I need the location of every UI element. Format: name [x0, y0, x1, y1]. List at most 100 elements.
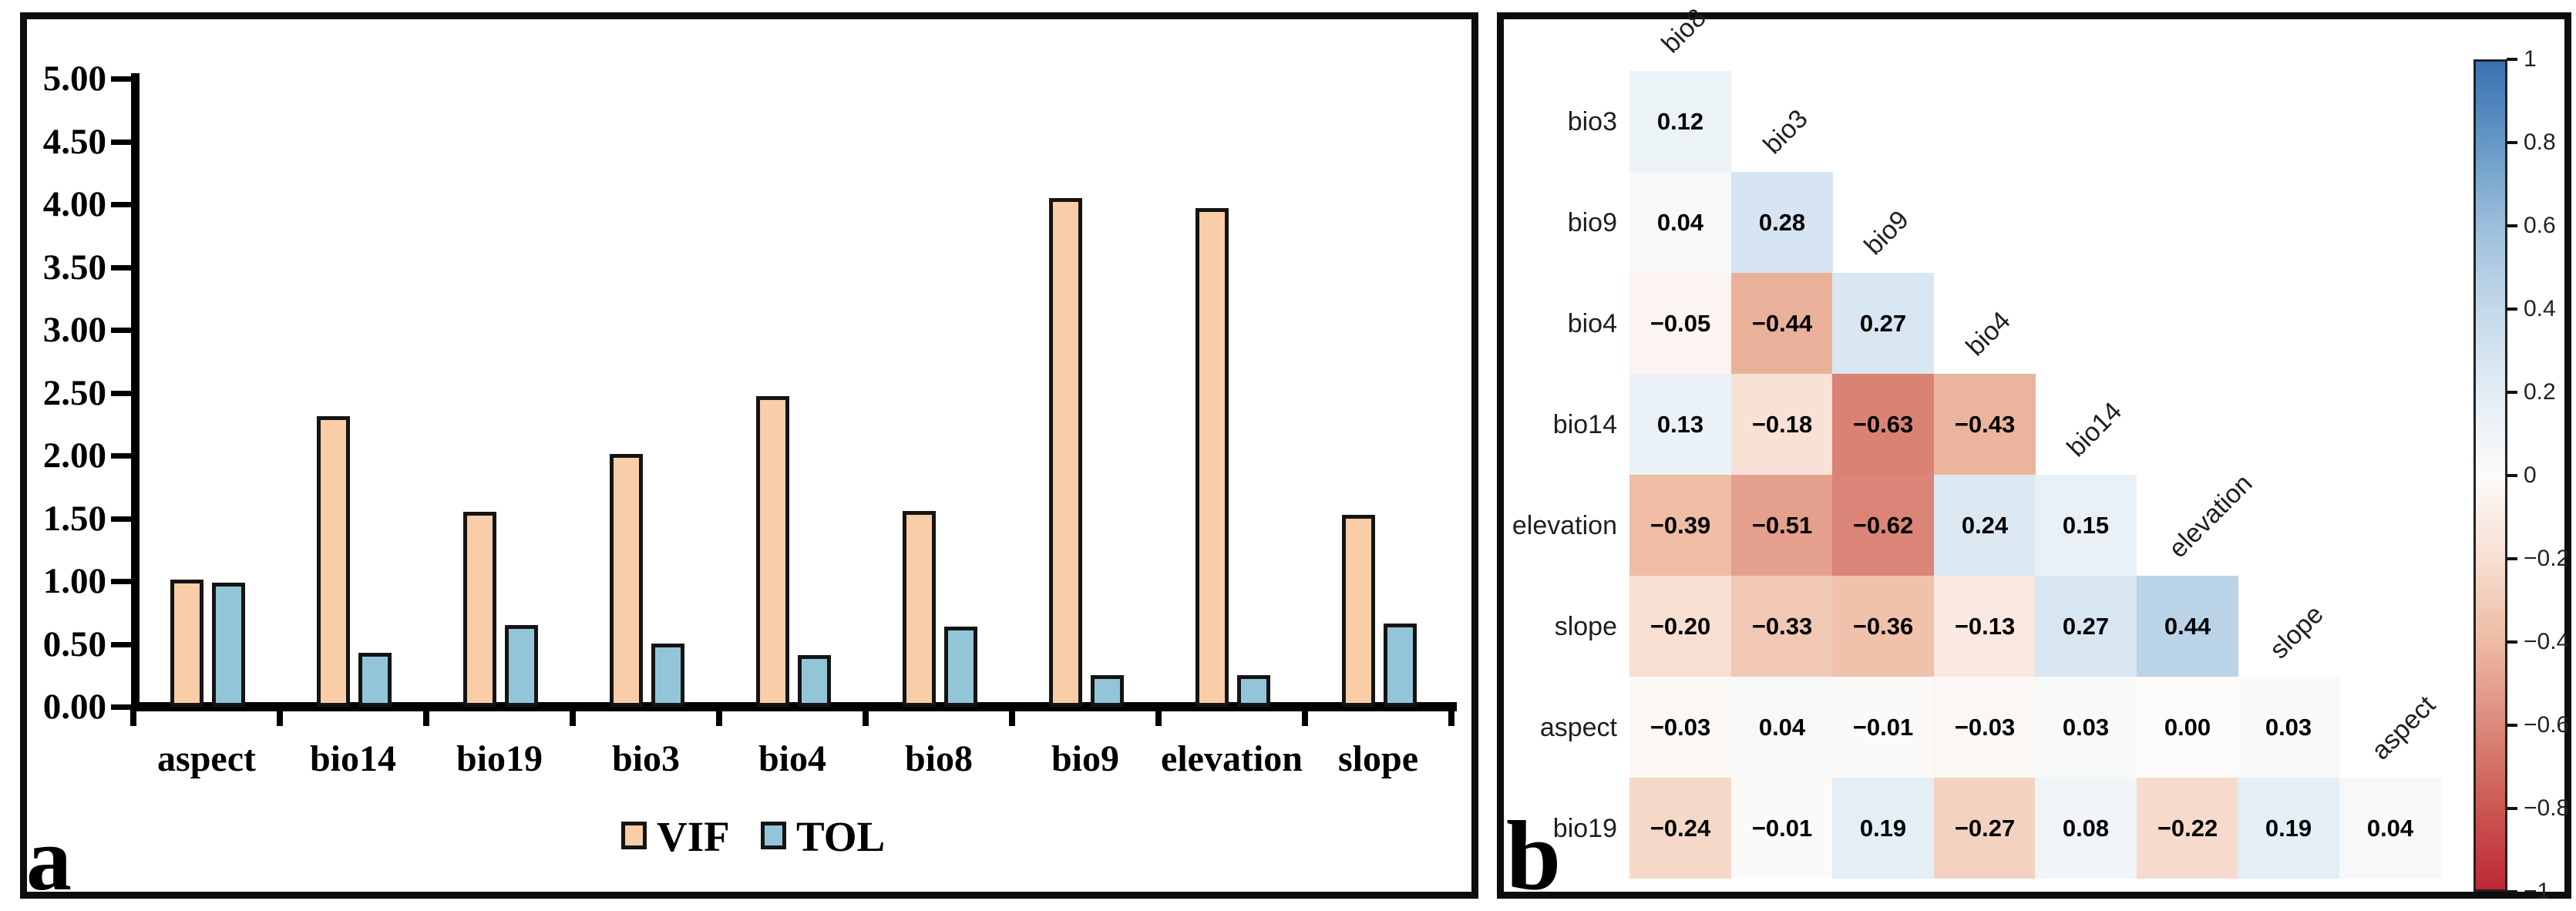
- heatmap-cell-value: −0.20: [1650, 613, 1711, 640]
- y-tick-mark: [111, 202, 132, 207]
- x-tick-mark: [863, 707, 869, 726]
- heatmap-cell: [1934, 576, 2036, 677]
- x-tick-mark: [1009, 707, 1015, 726]
- category-label: elevation: [1161, 738, 1303, 779]
- colorbar-tick-mark: [2507, 557, 2517, 560]
- heatmap-cell-value: 0.27: [1859, 310, 1907, 337]
- colorbar-tick-label: 0.2: [2524, 379, 2556, 405]
- heatmap-cell: [1629, 172, 1731, 273]
- category-label: bio19: [456, 738, 543, 779]
- heatmap-cell: [1629, 576, 1731, 677]
- tol-bar: [212, 583, 245, 707]
- heatmap-cell-value: 0.04: [2366, 815, 2414, 842]
- colorbar-tick-label: 0: [2524, 462, 2537, 488]
- category-label: bio14: [309, 738, 397, 779]
- y-tick-mark: [111, 390, 132, 396]
- heatmap-cell-value: −0.33: [1751, 613, 1813, 640]
- heatmap-cell: [1731, 576, 1833, 677]
- x-tick-mark: [1448, 707, 1454, 726]
- heatmap-cell-value: −0.03: [1954, 714, 2016, 741]
- category-label: bio4: [758, 738, 827, 779]
- panel-letter-a: a: [26, 808, 72, 909]
- x-tick-mark: [130, 707, 136, 726]
- heatmap-cell: [1629, 778, 1731, 879]
- y-tick-mark: [111, 641, 132, 647]
- heatmap-cell: [1731, 778, 1833, 879]
- y-tick-mark: [111, 76, 132, 82]
- heatmap-cell: [1832, 273, 1934, 374]
- heatmap-cell: [2137, 677, 2238, 778]
- heatmap-cell-value: −0.39: [1650, 512, 1711, 539]
- vif-bar: [170, 580, 203, 707]
- colorbar-tick-mark: [2507, 807, 2517, 810]
- heatmap-cell: [1832, 475, 1934, 576]
- colorbar-tick-mark: [2507, 890, 2517, 893]
- heatmap-row-label: bio4: [1567, 309, 1617, 338]
- heatmap-cell: [2238, 677, 2339, 778]
- colorbar-tick-label: −1: [2524, 879, 2551, 904]
- heatmap-cell: [2035, 778, 2137, 879]
- heatmap-cell: [2339, 778, 2441, 879]
- colorbar-tick-label: −0.6: [2524, 712, 2570, 738]
- heatmap-cell-value: 0.24: [1961, 512, 2009, 539]
- colorbar-tick-mark: [2507, 141, 2517, 144]
- heatmap-cell: [2137, 778, 2238, 879]
- heatmap-cell: [1832, 374, 1934, 475]
- vif-bar: [1342, 515, 1375, 707]
- x-tick-mark: [1155, 707, 1162, 726]
- vif-bar: [610, 454, 643, 707]
- heatmap-cell-value: −0.01: [1751, 815, 1813, 842]
- colorbar-tick-label: 0.6: [2524, 213, 2556, 238]
- heatmap-cell-value: −0.01: [1852, 714, 1914, 741]
- heatmap-row-label: aspect: [1539, 713, 1617, 742]
- heatmap-row-label: elevation: [1512, 511, 1617, 540]
- colorbar-tick-mark: [2507, 308, 2517, 311]
- tol-bar: [651, 644, 684, 707]
- x-tick-mark: [277, 707, 283, 726]
- heatmap-cell: [1629, 273, 1731, 374]
- y-axis-line: [131, 73, 140, 711]
- heatmap-cell-value: 0.13: [1656, 411, 1704, 438]
- y-tick-label: 1.50: [42, 498, 106, 539]
- heatmap-cell-value: −0.13: [1954, 613, 2016, 640]
- heatmap-cell: [1629, 71, 1731, 172]
- heatmap-cell-value: −0.44: [1751, 310, 1813, 337]
- colorbar-tick-mark: [2507, 640, 2517, 644]
- colorbar-tick-label: 0.4: [2524, 296, 2556, 321]
- heatmap-row-label: bio14: [1552, 410, 1617, 439]
- vif-bar: [317, 416, 350, 707]
- heatmap-cell: [1934, 475, 2036, 576]
- heatmap-row-label: bio3: [1567, 107, 1617, 136]
- heatmap-cell-value: 0.00: [2164, 714, 2211, 741]
- heatmap-cell: [1832, 576, 1934, 677]
- heatmap-cell: [2035, 576, 2137, 677]
- heatmap-cell-value: −0.43: [1954, 411, 2016, 438]
- colorbar-tick-mark: [2507, 474, 2517, 477]
- tol-bar: [1384, 624, 1417, 707]
- x-tick-mark: [423, 707, 429, 726]
- x-tick-mark: [1302, 707, 1308, 726]
- heatmap-cell-value: 0.12: [1656, 108, 1704, 135]
- heatmap-cell: [2137, 576, 2238, 677]
- y-tick-mark: [111, 453, 132, 459]
- heatmap-cell: [1934, 778, 2036, 879]
- colorbar-tick-label: −0.8: [2524, 795, 2570, 821]
- heatmap-cell-value: 0.19: [2265, 815, 2312, 842]
- heatmap-row-label: bio9: [1567, 208, 1617, 237]
- vif-bar: [756, 396, 789, 707]
- colorbar-tick-label: 1: [2524, 46, 2537, 72]
- category-label: bio9: [1051, 738, 1120, 779]
- x-tick-mark: [570, 707, 576, 726]
- y-tick-label: 3.50: [42, 247, 106, 287]
- heatmap-cell: [1934, 677, 2036, 778]
- tol-bar: [1237, 675, 1270, 707]
- tol-bar: [358, 653, 392, 707]
- vif-bar: [903, 511, 936, 707]
- y-tick-label: 0.00: [42, 687, 106, 727]
- heatmap-row-label: slope: [1554, 612, 1617, 641]
- y-tick-mark: [111, 516, 132, 522]
- heatmap-cell: [2035, 475, 2137, 576]
- colorbar-tick-label: −0.4: [2524, 629, 2570, 654]
- x-tick-mark: [716, 707, 722, 726]
- heatmap-cell-value: −0.36: [1852, 613, 1914, 640]
